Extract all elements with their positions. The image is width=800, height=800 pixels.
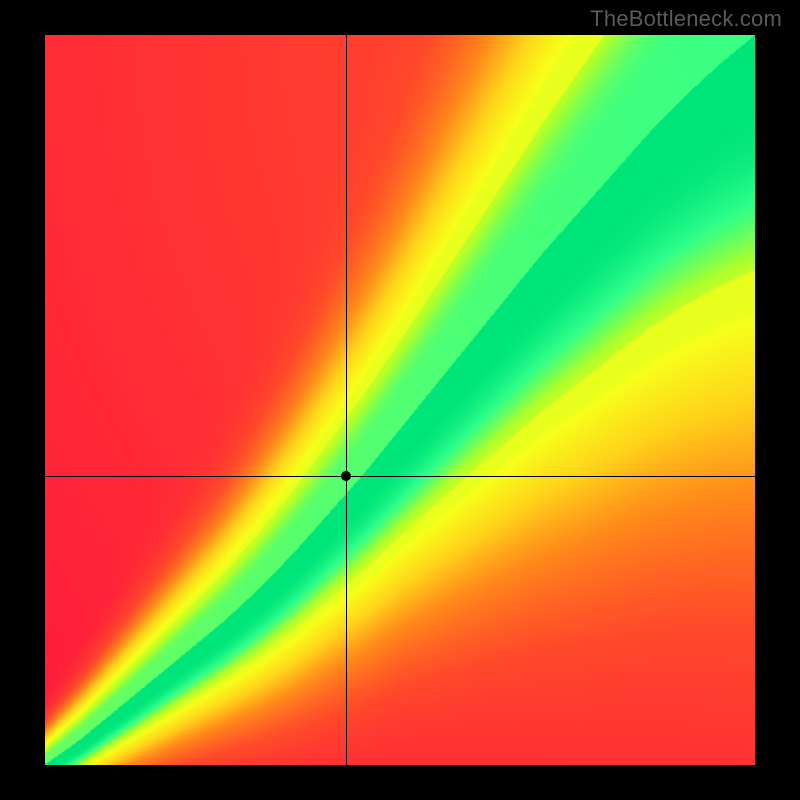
- crosshair-horizontal: [45, 476, 755, 477]
- chart-container: TheBottleneck.com: [0, 0, 800, 800]
- plot-area: [45, 35, 755, 765]
- heatmap-canvas: [45, 35, 755, 765]
- crosshair-marker: [341, 471, 351, 481]
- watermark-text: TheBottleneck.com: [590, 6, 782, 32]
- crosshair-vertical: [346, 35, 347, 765]
